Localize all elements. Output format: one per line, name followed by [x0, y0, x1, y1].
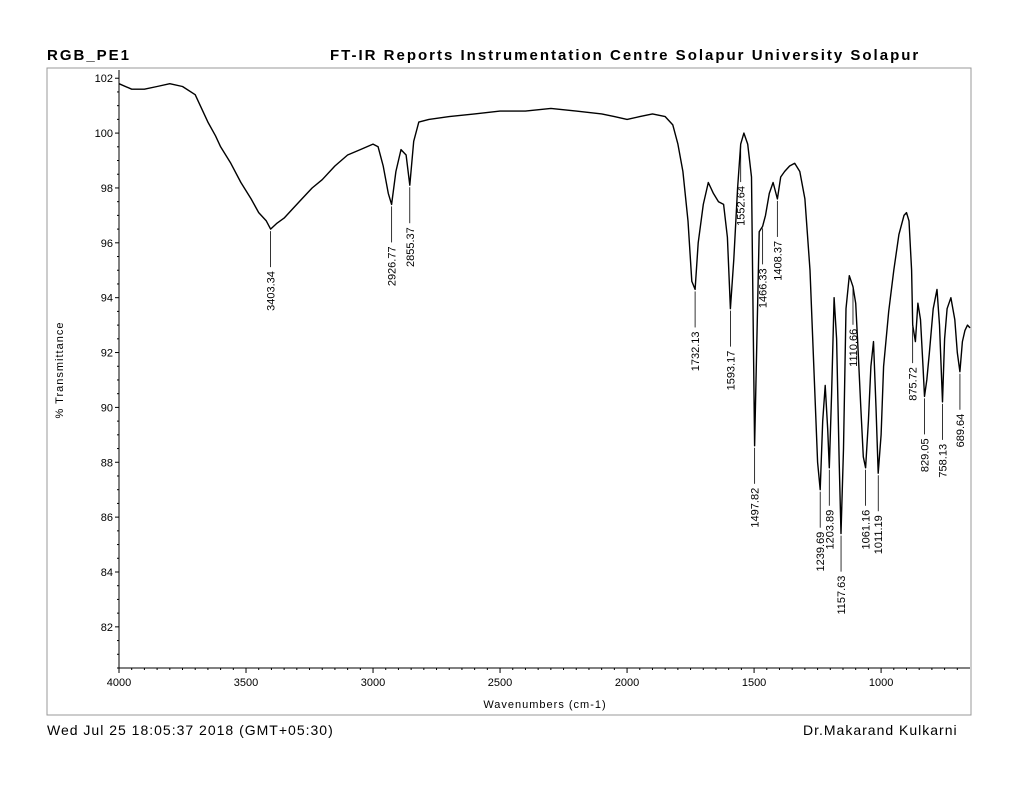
- y-tick-label: 82: [101, 622, 113, 634]
- peak-label: 1732.13: [690, 331, 702, 371]
- y-tick-label: 96: [101, 238, 113, 250]
- peak-label: 1552.64: [736, 186, 748, 226]
- peak-label: 1011.19: [873, 515, 885, 554]
- x-axis-label: Wavenumbers (cm-1): [483, 699, 606, 711]
- peak-label: 1466.33: [758, 268, 770, 308]
- peak-label: 3403.34: [266, 271, 278, 311]
- y-tick-label: 86: [101, 512, 113, 524]
- peak-label: 1593.17: [725, 351, 737, 391]
- y-tick-label: 100: [95, 128, 113, 140]
- peak-label: 875.72: [908, 367, 920, 401]
- y-ticks: 82 84 86 88 90 92 94 96 98 100 102: [95, 73, 119, 669]
- y-tick-label: 88: [101, 457, 113, 469]
- x-tick-label: 3500: [234, 677, 258, 689]
- y-tick-label: 90: [101, 402, 113, 414]
- report-title: FT-IR Reports Instrumentation Centre Sol…: [330, 47, 921, 64]
- x-tick-label: 3000: [361, 677, 385, 689]
- peak-markers: 3403.34 2926.77 2855.37 1732.13 1593.17 1552.…: [266, 146, 967, 615]
- y-axis-label: % Transmittance: [54, 322, 66, 419]
- x-tick-label: 1500: [742, 677, 766, 689]
- y-tick-label: 98: [101, 183, 113, 195]
- peak-label: 1157.63: [836, 576, 848, 615]
- peak-label: 829.05: [920, 438, 932, 472]
- x-tick-label: 1000: [869, 677, 893, 689]
- peak-label: 1239.69: [815, 532, 827, 572]
- peak-label: 1497.82: [750, 488, 762, 528]
- peak-label: 1061.16: [861, 510, 873, 550]
- report-timestamp: Wed Jul 25 18:05:37 2018 (GMT+05:30): [47, 722, 334, 738]
- y-tick-label: 92: [101, 348, 113, 360]
- peak-label: 689.64: [955, 414, 967, 448]
- peak-label: 758.13: [938, 444, 950, 478]
- sample-name: RGB_PE1: [47, 47, 132, 64]
- operator-name: Dr.Makarand Kulkarni: [803, 722, 958, 738]
- peak-label: 1408.37: [772, 241, 784, 281]
- x-tick-label: 4000: [107, 677, 131, 689]
- x-ticks: 4000 3500 3000 2500 2000 1500 1000: [107, 668, 958, 689]
- x-tick-label: 2000: [615, 677, 639, 689]
- y-tick-label: 84: [101, 567, 113, 579]
- spectrum-line: [118, 83, 971, 535]
- y-tick-label: 94: [101, 293, 113, 305]
- x-tick-label: 2500: [488, 677, 512, 689]
- peak-label: 2926.77: [387, 246, 399, 286]
- peak-label: 1110.66: [848, 329, 860, 367]
- y-tick-label: 102: [95, 73, 113, 85]
- peak-label: 1203.89: [824, 510, 836, 550]
- plot-frame: [46, 67, 972, 716]
- peak-label: 2855.37: [405, 227, 417, 267]
